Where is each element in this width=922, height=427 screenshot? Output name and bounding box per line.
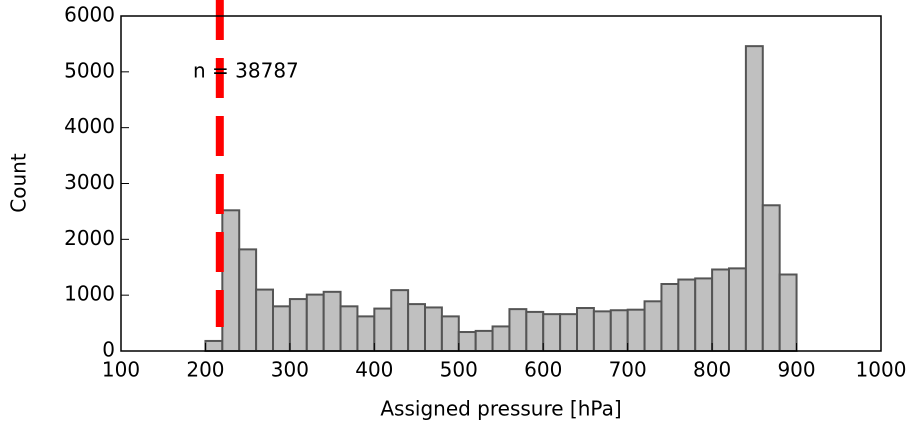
y-tick-label: 2000	[64, 226, 115, 250]
y-tick-label: 1000	[64, 282, 115, 306]
bar	[643, 300, 663, 352]
bar	[525, 310, 545, 352]
bar	[728, 267, 747, 352]
bar	[356, 315, 376, 352]
x-tick-label: 900	[777, 358, 815, 382]
x-tick-label: 700	[609, 358, 647, 382]
bar	[407, 303, 427, 353]
bar	[305, 293, 325, 353]
y-tick-label: 6000	[64, 3, 115, 27]
bar	[255, 288, 275, 353]
x-tick-label: 800	[693, 358, 731, 382]
bar	[457, 331, 477, 352]
bar	[677, 278, 697, 352]
y-tick-label: 0	[102, 338, 115, 362]
bar	[204, 339, 224, 353]
bar	[322, 290, 342, 353]
bar	[491, 325, 511, 352]
bar	[559, 313, 578, 352]
x-axis-label: Assigned pressure [hPa]	[380, 397, 621, 421]
bar	[542, 313, 562, 352]
bar	[660, 283, 680, 352]
bar	[474, 329, 494, 352]
bar	[609, 309, 629, 353]
x-tick-label: 100	[102, 358, 140, 382]
bar	[576, 307, 595, 352]
x-tick-label: 600	[524, 358, 562, 382]
bar	[744, 45, 764, 353]
y-tick-label: 3000	[64, 170, 115, 194]
x-tick-label: 200	[186, 358, 224, 382]
bar	[626, 308, 646, 352]
bar	[288, 298, 308, 353]
bar	[238, 248, 258, 352]
bar	[272, 305, 291, 353]
bar	[711, 268, 730, 353]
x-tick-label: 400	[355, 358, 393, 382]
bar	[221, 209, 241, 352]
bar	[424, 306, 443, 353]
bar	[390, 289, 410, 352]
bar	[440, 315, 460, 352]
bar	[339, 305, 359, 353]
y-tick-label: 4000	[64, 114, 115, 138]
bar	[592, 310, 612, 353]
x-tick-label: 1000	[856, 358, 907, 382]
bar	[373, 307, 393, 353]
y-tick-label: 5000	[64, 58, 115, 82]
bar	[508, 308, 528, 352]
bar	[761, 204, 781, 352]
x-tick-label: 500	[440, 358, 478, 382]
bar	[694, 277, 714, 352]
y-axis-label: Count	[7, 153, 31, 213]
x-tick-label: 300	[271, 358, 309, 382]
bar	[778, 273, 798, 352]
annotation: n = 38787	[193, 59, 299, 83]
